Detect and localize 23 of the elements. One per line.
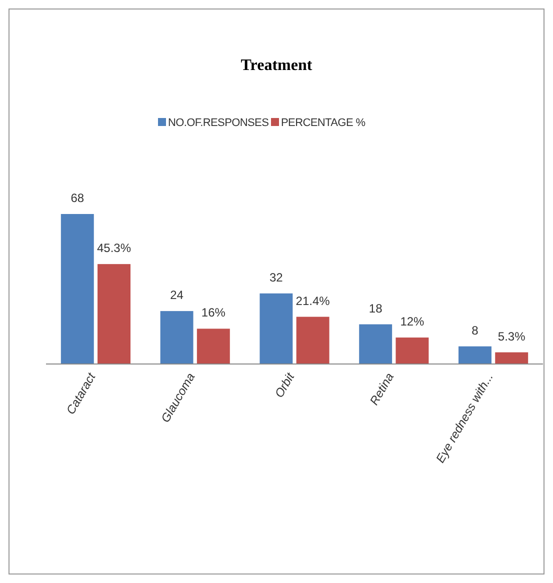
data-label: 8 [472, 323, 479, 338]
bar [98, 264, 130, 364]
chart-title: Treatment [240, 57, 313, 74]
data-label: 18 [368, 301, 383, 316]
data-label: 5.3% [498, 329, 526, 344]
data-label: 68 [70, 191, 84, 205]
data-label: 45.3% [96, 241, 132, 256]
bar [196, 328, 230, 364]
legend-label: NO.OF.RESPONSES [168, 117, 269, 129]
bar [160, 311, 194, 364]
bar [396, 338, 429, 364]
data-label: 12% [400, 314, 425, 329]
bar [458, 346, 492, 364]
legend-label: PERCENTAGE % [281, 117, 366, 129]
bar [260, 293, 293, 364]
bar [296, 316, 330, 364]
bar [495, 352, 528, 364]
data-label: 32 [270, 270, 284, 284]
data-label: 24 [170, 288, 184, 302]
data-label: 16% [201, 306, 226, 320]
bar [60, 214, 94, 364]
bar [359, 324, 392, 364]
data-label: 21.4% [296, 294, 330, 308]
